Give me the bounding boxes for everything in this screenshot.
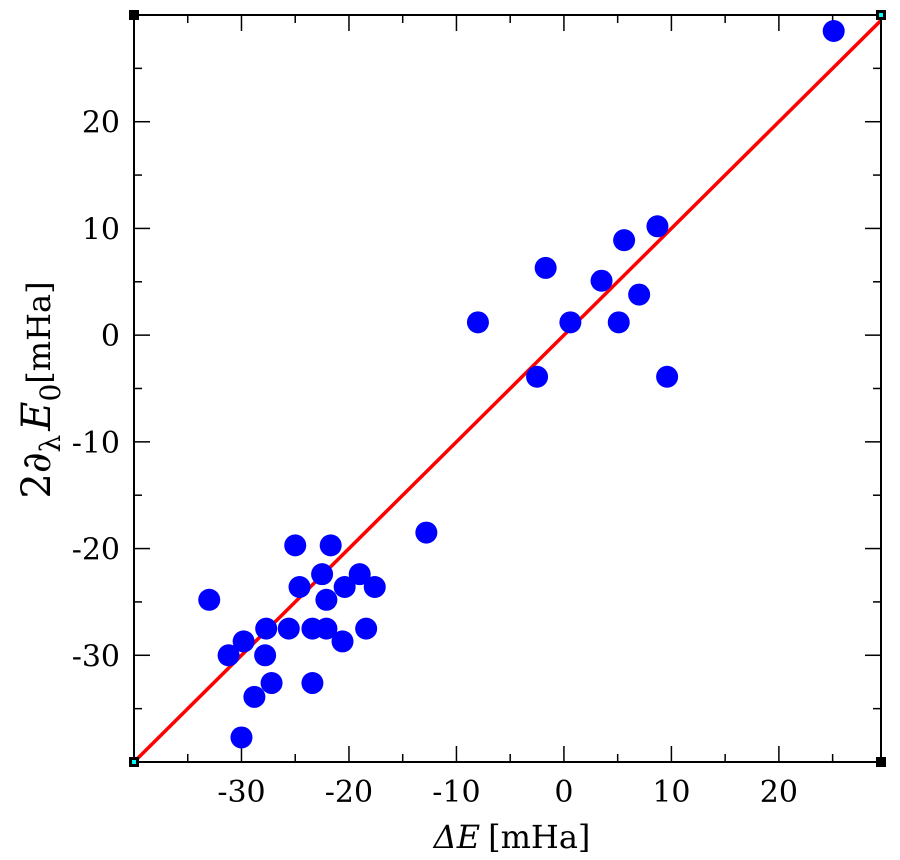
data-point bbox=[284, 534, 307, 557]
y-axis-subscript-2: 0 bbox=[34, 384, 67, 402]
data-point bbox=[628, 283, 651, 306]
x-tick-label: 0 bbox=[554, 775, 573, 810]
data-point bbox=[331, 630, 354, 653]
plot-frame bbox=[133, 14, 882, 763]
data-point bbox=[559, 311, 582, 334]
x-axis-title: ΔE [mHa] bbox=[432, 818, 591, 856]
y-axis-subscript: λ bbox=[34, 435, 67, 453]
data-point bbox=[230, 726, 253, 749]
data-point bbox=[466, 311, 489, 334]
data-point bbox=[333, 575, 356, 598]
data-point bbox=[613, 229, 636, 252]
x-tick-label: 10 bbox=[652, 775, 690, 810]
tick-labels: -30 -20 -10 0 10 20 -30 -20 -10 0 10 20 bbox=[72, 106, 798, 810]
data-point bbox=[822, 20, 845, 43]
y-axis-variable: E bbox=[14, 402, 60, 432]
data-point bbox=[526, 365, 549, 388]
data-point bbox=[646, 215, 669, 238]
data-point bbox=[348, 563, 371, 586]
data-point bbox=[198, 588, 221, 611]
y-tick-label: 10 bbox=[82, 212, 120, 247]
data-point bbox=[255, 617, 278, 640]
data-point bbox=[301, 672, 324, 695]
y-tick-label: 20 bbox=[82, 106, 120, 141]
data-point bbox=[590, 269, 613, 292]
data-point bbox=[288, 575, 311, 598]
major-ticks bbox=[134, 15, 881, 762]
x-axis-variable: ΔE bbox=[432, 818, 480, 856]
corner-handle-highlight bbox=[879, 13, 883, 17]
data-point bbox=[415, 521, 438, 544]
data-points bbox=[198, 20, 845, 749]
data-point bbox=[534, 256, 557, 279]
y-axis-unit: [mHa] bbox=[20, 281, 58, 383]
data-point bbox=[363, 575, 386, 598]
y-tick-label: 0 bbox=[101, 319, 120, 354]
x-tick-label: -30 bbox=[217, 775, 265, 810]
data-point bbox=[277, 617, 300, 640]
corner-markers bbox=[129, 10, 886, 767]
y-tick-label: -10 bbox=[72, 426, 120, 461]
corner-handle bbox=[876, 757, 886, 767]
x-tick-label: -10 bbox=[432, 775, 480, 810]
corner-handle bbox=[129, 10, 139, 20]
x-tick-label: -20 bbox=[325, 775, 373, 810]
data-point bbox=[254, 644, 277, 667]
corner-handle-highlight bbox=[132, 760, 136, 764]
data-point bbox=[217, 644, 240, 667]
data-point bbox=[232, 630, 255, 653]
x-axis-unit: [mHa] bbox=[488, 818, 590, 856]
x-tick-label: 20 bbox=[760, 775, 798, 810]
data-point bbox=[243, 685, 266, 708]
data-point bbox=[319, 534, 342, 557]
data-point bbox=[311, 563, 334, 586]
y-tick-label: -20 bbox=[72, 533, 120, 568]
data-point bbox=[355, 617, 378, 640]
data-point bbox=[656, 365, 679, 388]
fit-line bbox=[132, 19, 883, 764]
data-point bbox=[315, 588, 338, 611]
y-axis-prefix: 2∂ bbox=[14, 452, 60, 498]
y-tick-label: -30 bbox=[72, 639, 120, 674]
y-axis-title: 2∂λE0[mHa] bbox=[14, 281, 67, 498]
data-point bbox=[315, 617, 338, 640]
data-point bbox=[260, 672, 283, 695]
data-point bbox=[607, 311, 630, 334]
